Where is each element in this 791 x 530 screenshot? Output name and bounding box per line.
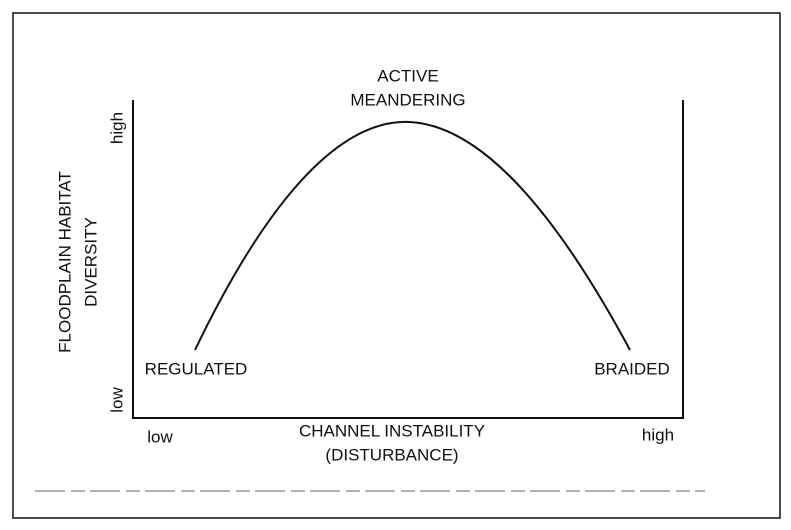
- y-high-label: high: [107, 112, 126, 144]
- x-axis-label: CHANNEL INSTABILITY: [299, 421, 485, 440]
- y-axis-label: DIVERSITY: [81, 217, 100, 307]
- curve-label-left: REGULATED: [145, 359, 248, 378]
- curve-label-right: BRAIDED: [594, 359, 670, 378]
- y-axis-label: FLOODPLAIN HABITAT: [55, 171, 74, 353]
- x-high-label: high: [642, 425, 674, 444]
- peak-label: MEANDERING: [350, 90, 465, 109]
- frame: [12, 12, 781, 519]
- curve: [194, 120, 631, 351]
- peak-label: ACTIVE: [377, 66, 438, 85]
- y-low-label: low: [107, 387, 126, 413]
- x-low-label: low: [147, 427, 173, 446]
- x-axis-label: (DISTURBANCE): [325, 445, 458, 464]
